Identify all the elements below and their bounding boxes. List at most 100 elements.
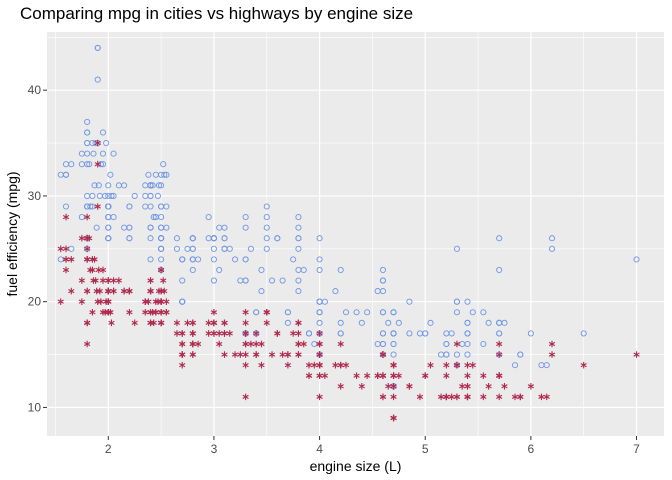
data-point [358, 319, 365, 326]
data-point [438, 351, 445, 358]
data-point [99, 129, 107, 136]
data-point [87, 203, 94, 210]
data-point [511, 362, 519, 369]
data-point [548, 351, 556, 358]
data-point [548, 235, 556, 242]
data-point [99, 161, 107, 168]
data-point [78, 161, 85, 168]
data-point [316, 330, 323, 337]
data-point [108, 192, 115, 199]
data-point [242, 319, 249, 327]
data-point [337, 382, 344, 390]
major-gridlines [47, 32, 664, 436]
data-point [89, 203, 96, 210]
data-point [78, 234, 85, 242]
data-point [78, 298, 85, 305]
data-point [242, 308, 249, 316]
data-point [216, 340, 223, 348]
data-point [94, 44, 101, 51]
data-point [242, 224, 249, 231]
data-point [147, 224, 154, 231]
data-point [189, 340, 196, 348]
data-point [99, 150, 107, 157]
data-point [89, 308, 96, 316]
data-point [157, 308, 165, 316]
data-point [427, 361, 434, 369]
data-point [443, 340, 450, 348]
data-point [284, 351, 292, 358]
data-point [158, 182, 165, 189]
data-point [84, 319, 91, 327]
data-point [155, 182, 163, 189]
data-point [548, 245, 556, 252]
data-point [189, 330, 196, 337]
data-point [295, 224, 302, 231]
data-point [284, 319, 291, 326]
y-axis-label: fuel efficiency (mpg) [4, 171, 20, 296]
data-point [480, 393, 487, 401]
axis-ticks [43, 89, 638, 440]
data-point [84, 340, 91, 348]
data-point [480, 372, 487, 380]
data-point [205, 319, 212, 327]
data-point [142, 203, 149, 210]
data-point [94, 160, 101, 168]
data-point [90, 150, 97, 157]
data-point [158, 256, 165, 263]
data-point [311, 361, 318, 369]
data-point [160, 161, 167, 168]
x-axis-label: engine size (L) [310, 458, 402, 474]
data-point [126, 235, 133, 242]
x-tick-label: 7 [633, 442, 640, 456]
data-point [157, 266, 165, 274]
data-point [179, 340, 186, 348]
data-point [189, 319, 196, 327]
data-point [110, 277, 117, 284]
data-point [154, 298, 162, 305]
data-point [379, 277, 387, 284]
data-point [496, 372, 503, 380]
data-point [62, 245, 70, 253]
data-point [93, 287, 100, 295]
data-point [89, 139, 96, 147]
data-point [173, 330, 181, 337]
data-point [142, 192, 149, 199]
data-point [295, 319, 302, 327]
data-point [374, 288, 381, 295]
data-point [469, 309, 476, 316]
data-point [464, 298, 471, 305]
data-point [337, 340, 344, 348]
data-point [464, 361, 471, 369]
data-point [142, 182, 149, 189]
data-point [416, 330, 423, 337]
data-point [390, 351, 397, 358]
data-point [86, 234, 93, 242]
data-point [464, 393, 471, 401]
data-point [485, 319, 492, 326]
data-point [210, 277, 217, 284]
data-point [290, 256, 297, 263]
data-point [448, 330, 455, 337]
data-point [95, 266, 102, 274]
data-point [316, 340, 323, 348]
data-point [84, 287, 91, 295]
data-point [242, 351, 249, 358]
data-point [237, 277, 244, 284]
data-point [279, 351, 286, 358]
data-point [121, 224, 128, 231]
data-point [305, 361, 313, 369]
data-point [305, 330, 313, 337]
data-point [62, 203, 70, 210]
data-point [258, 340, 265, 348]
data-point [189, 235, 196, 242]
data-point [90, 277, 97, 284]
data-point [102, 192, 109, 199]
data-point [161, 171, 168, 178]
data-point [332, 361, 339, 369]
data-point [179, 298, 186, 305]
data-point [105, 277, 112, 284]
data-point [110, 287, 117, 295]
data-point [195, 256, 202, 263]
data-point [84, 245, 91, 253]
data-point [316, 319, 323, 326]
